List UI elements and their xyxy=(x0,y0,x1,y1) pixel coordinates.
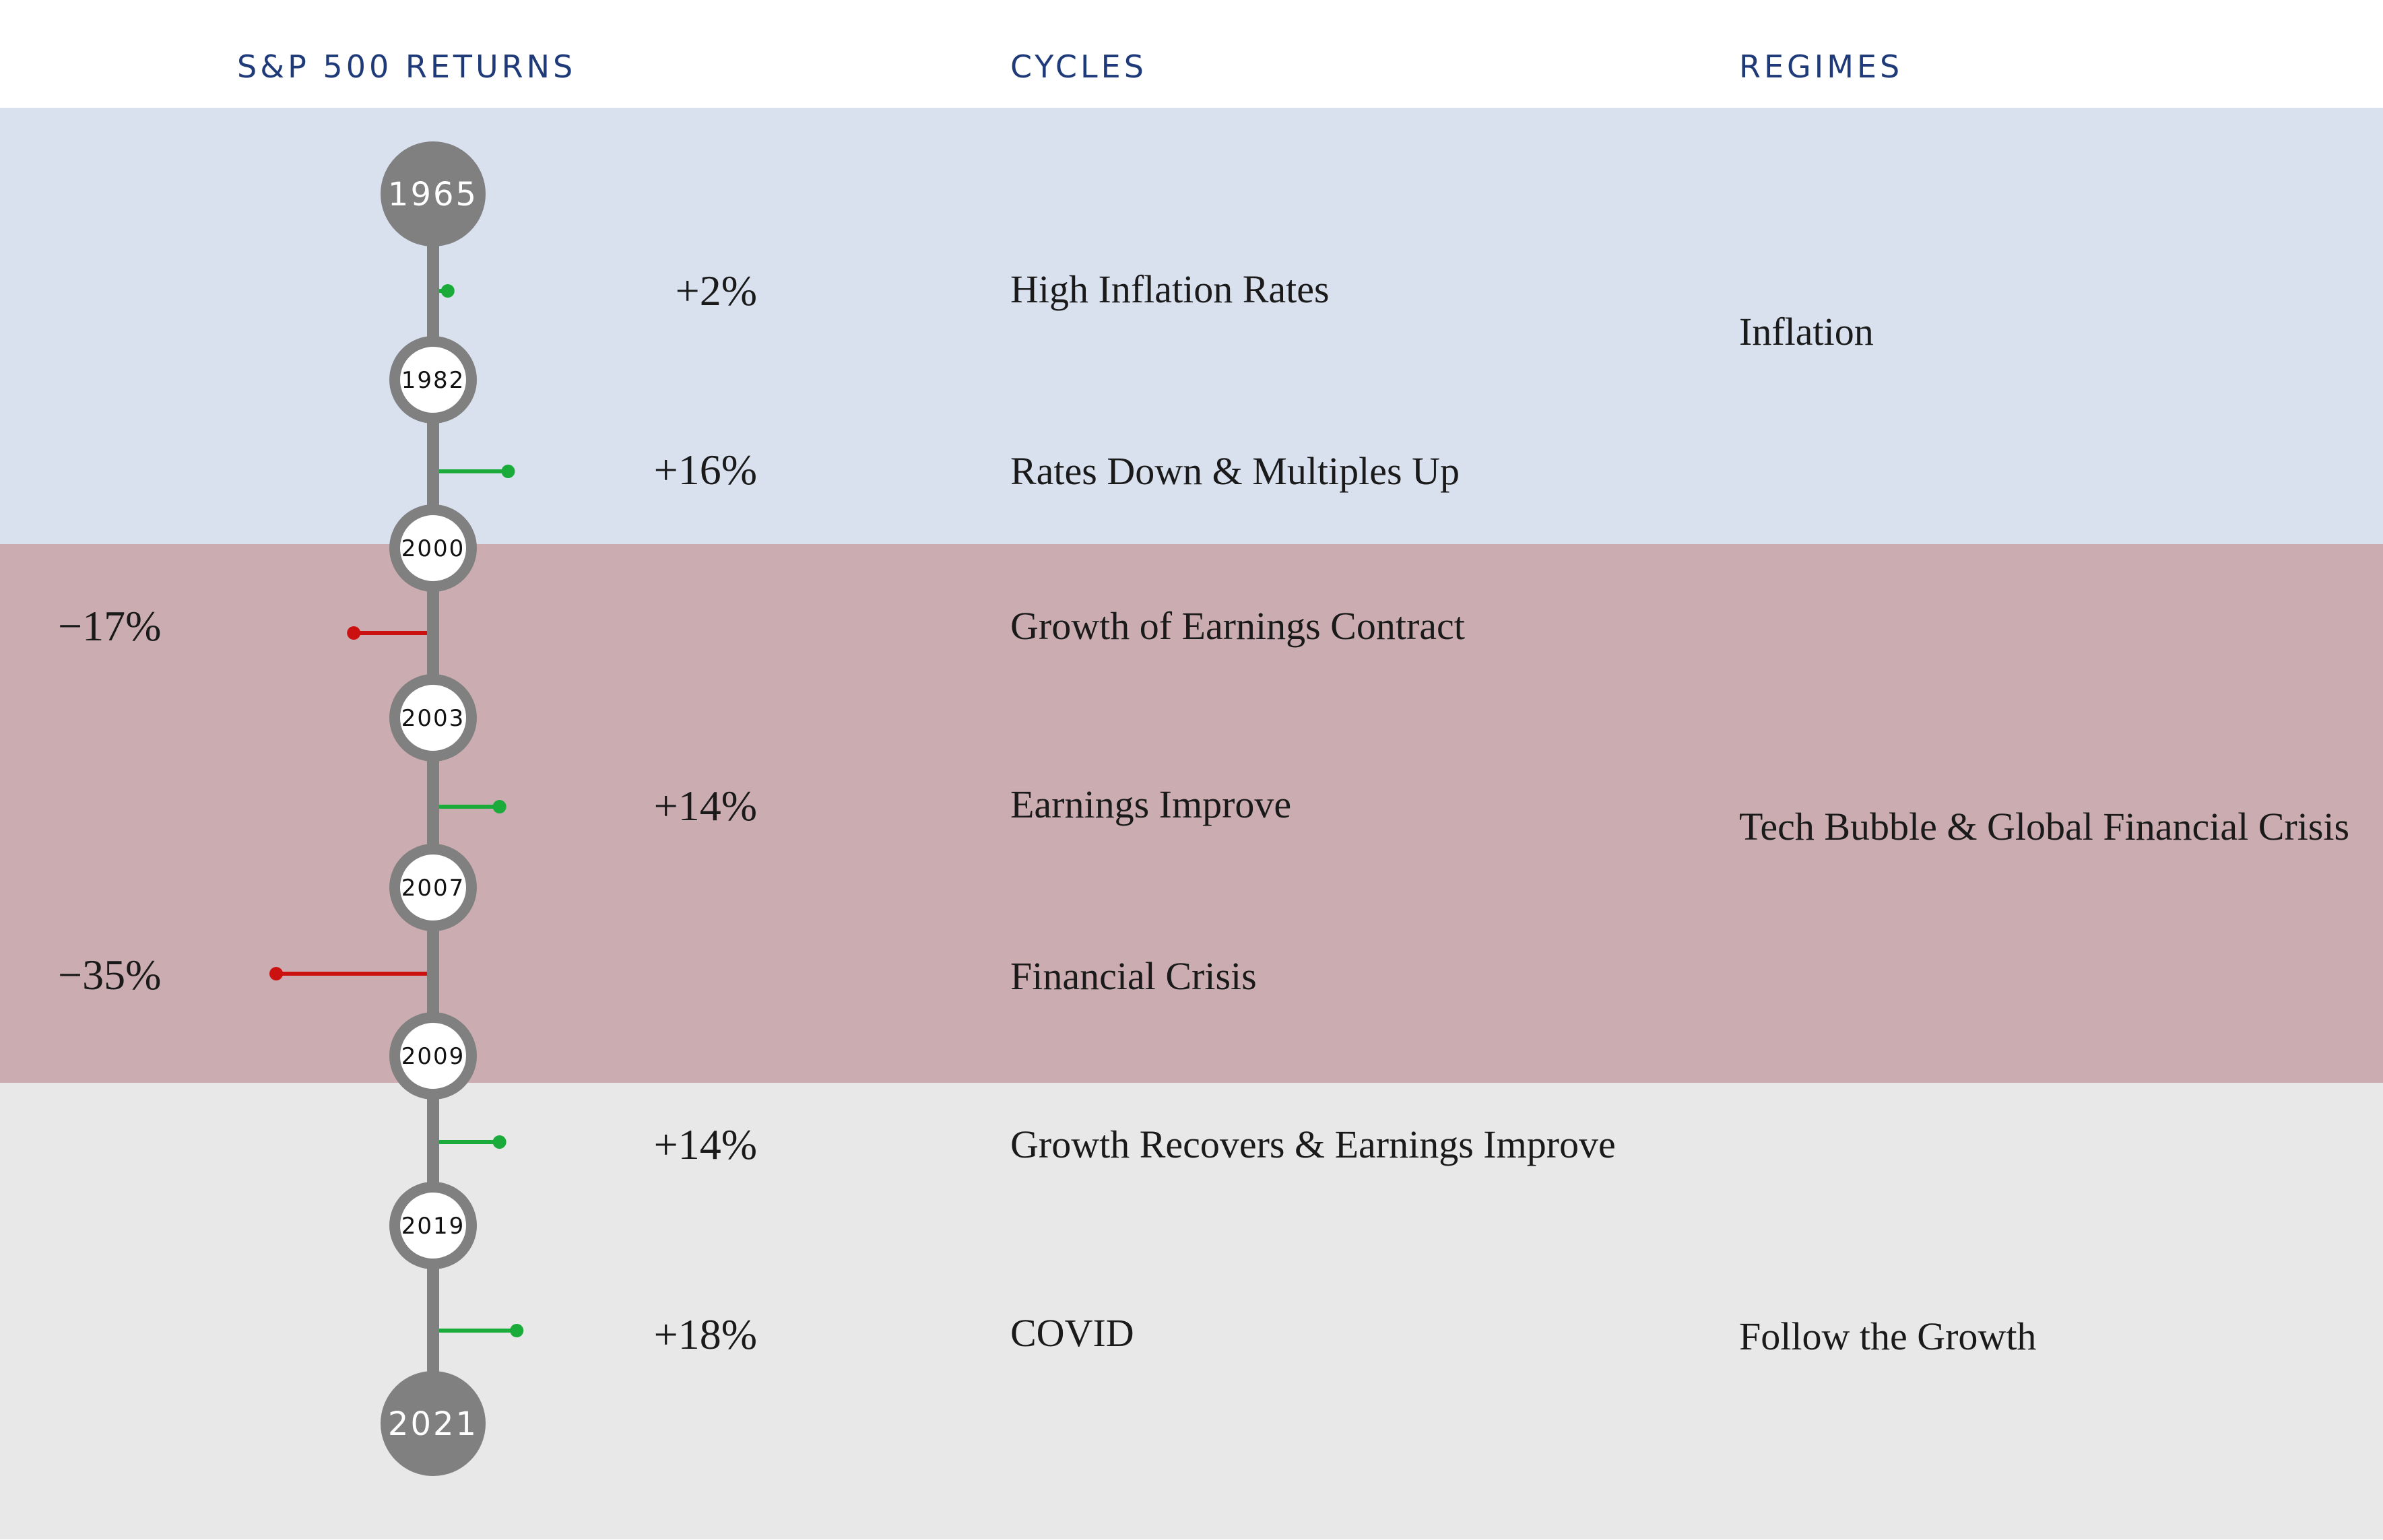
return-label: +16% xyxy=(653,446,757,494)
year-node xyxy=(389,674,477,762)
year-label: 2021 xyxy=(388,1405,478,1443)
cycle-label: Growth Recovers & Earnings Improve xyxy=(1010,1123,1616,1166)
cycles-column-header: CYCLES xyxy=(1010,48,1147,85)
cycle-label: Financial Crisis xyxy=(1010,954,1257,998)
year-node xyxy=(389,504,477,592)
return-label: +14% xyxy=(653,782,757,830)
year-label: 2007 xyxy=(401,875,465,902)
regime-label: Tech Bubble & Global Financial Crisis xyxy=(1739,805,2350,848)
return-stem-dot xyxy=(492,800,507,813)
cycle-label: Rates Down & Multiples Up xyxy=(1010,449,1460,493)
returns-column-header: S&P 500 RETURNS xyxy=(237,48,577,85)
return-label: −17% xyxy=(58,602,162,650)
year-label: 2019 xyxy=(401,1213,465,1240)
regimes-column-header: REGIMES xyxy=(1739,48,1903,85)
year-node xyxy=(389,844,477,931)
return-stem-dot xyxy=(510,1324,524,1337)
cycle-label: COVID xyxy=(1010,1311,1134,1355)
year-node xyxy=(389,1182,477,1269)
regime-band-follow-growth xyxy=(0,1083,2383,1539)
cycle-label: High Inflation Rates xyxy=(1010,267,1330,311)
year-label: 2000 xyxy=(401,535,465,562)
year-node xyxy=(381,141,486,246)
year-node xyxy=(389,1012,477,1100)
return-stem-dot xyxy=(269,967,283,980)
regime-label: Inflation xyxy=(1739,310,1874,354)
regime-label: Follow the Growth xyxy=(1739,1314,2037,1358)
year-label: 1982 xyxy=(401,367,465,394)
return-label: −35% xyxy=(58,951,162,999)
year-node xyxy=(381,1371,486,1476)
return-stem-dot xyxy=(492,1135,507,1149)
cycle-label: Earnings Improve xyxy=(1010,782,1292,826)
return-label: +2% xyxy=(675,267,757,314)
year-label: 1965 xyxy=(388,176,478,213)
header: S&P 500 RETURNS CYCLES REGIMES xyxy=(0,0,2383,108)
return-label: +18% xyxy=(653,1310,757,1358)
cycle-label: Growth of Earnings Contract xyxy=(1010,604,1465,648)
return-stem-dot xyxy=(501,465,515,478)
year-label: 2009 xyxy=(401,1043,465,1070)
return-stem-dot xyxy=(347,626,361,640)
return-label: +14% xyxy=(653,1120,757,1168)
year-label: 2003 xyxy=(401,705,465,732)
return-stem-dot xyxy=(440,284,455,298)
year-node xyxy=(389,336,477,424)
